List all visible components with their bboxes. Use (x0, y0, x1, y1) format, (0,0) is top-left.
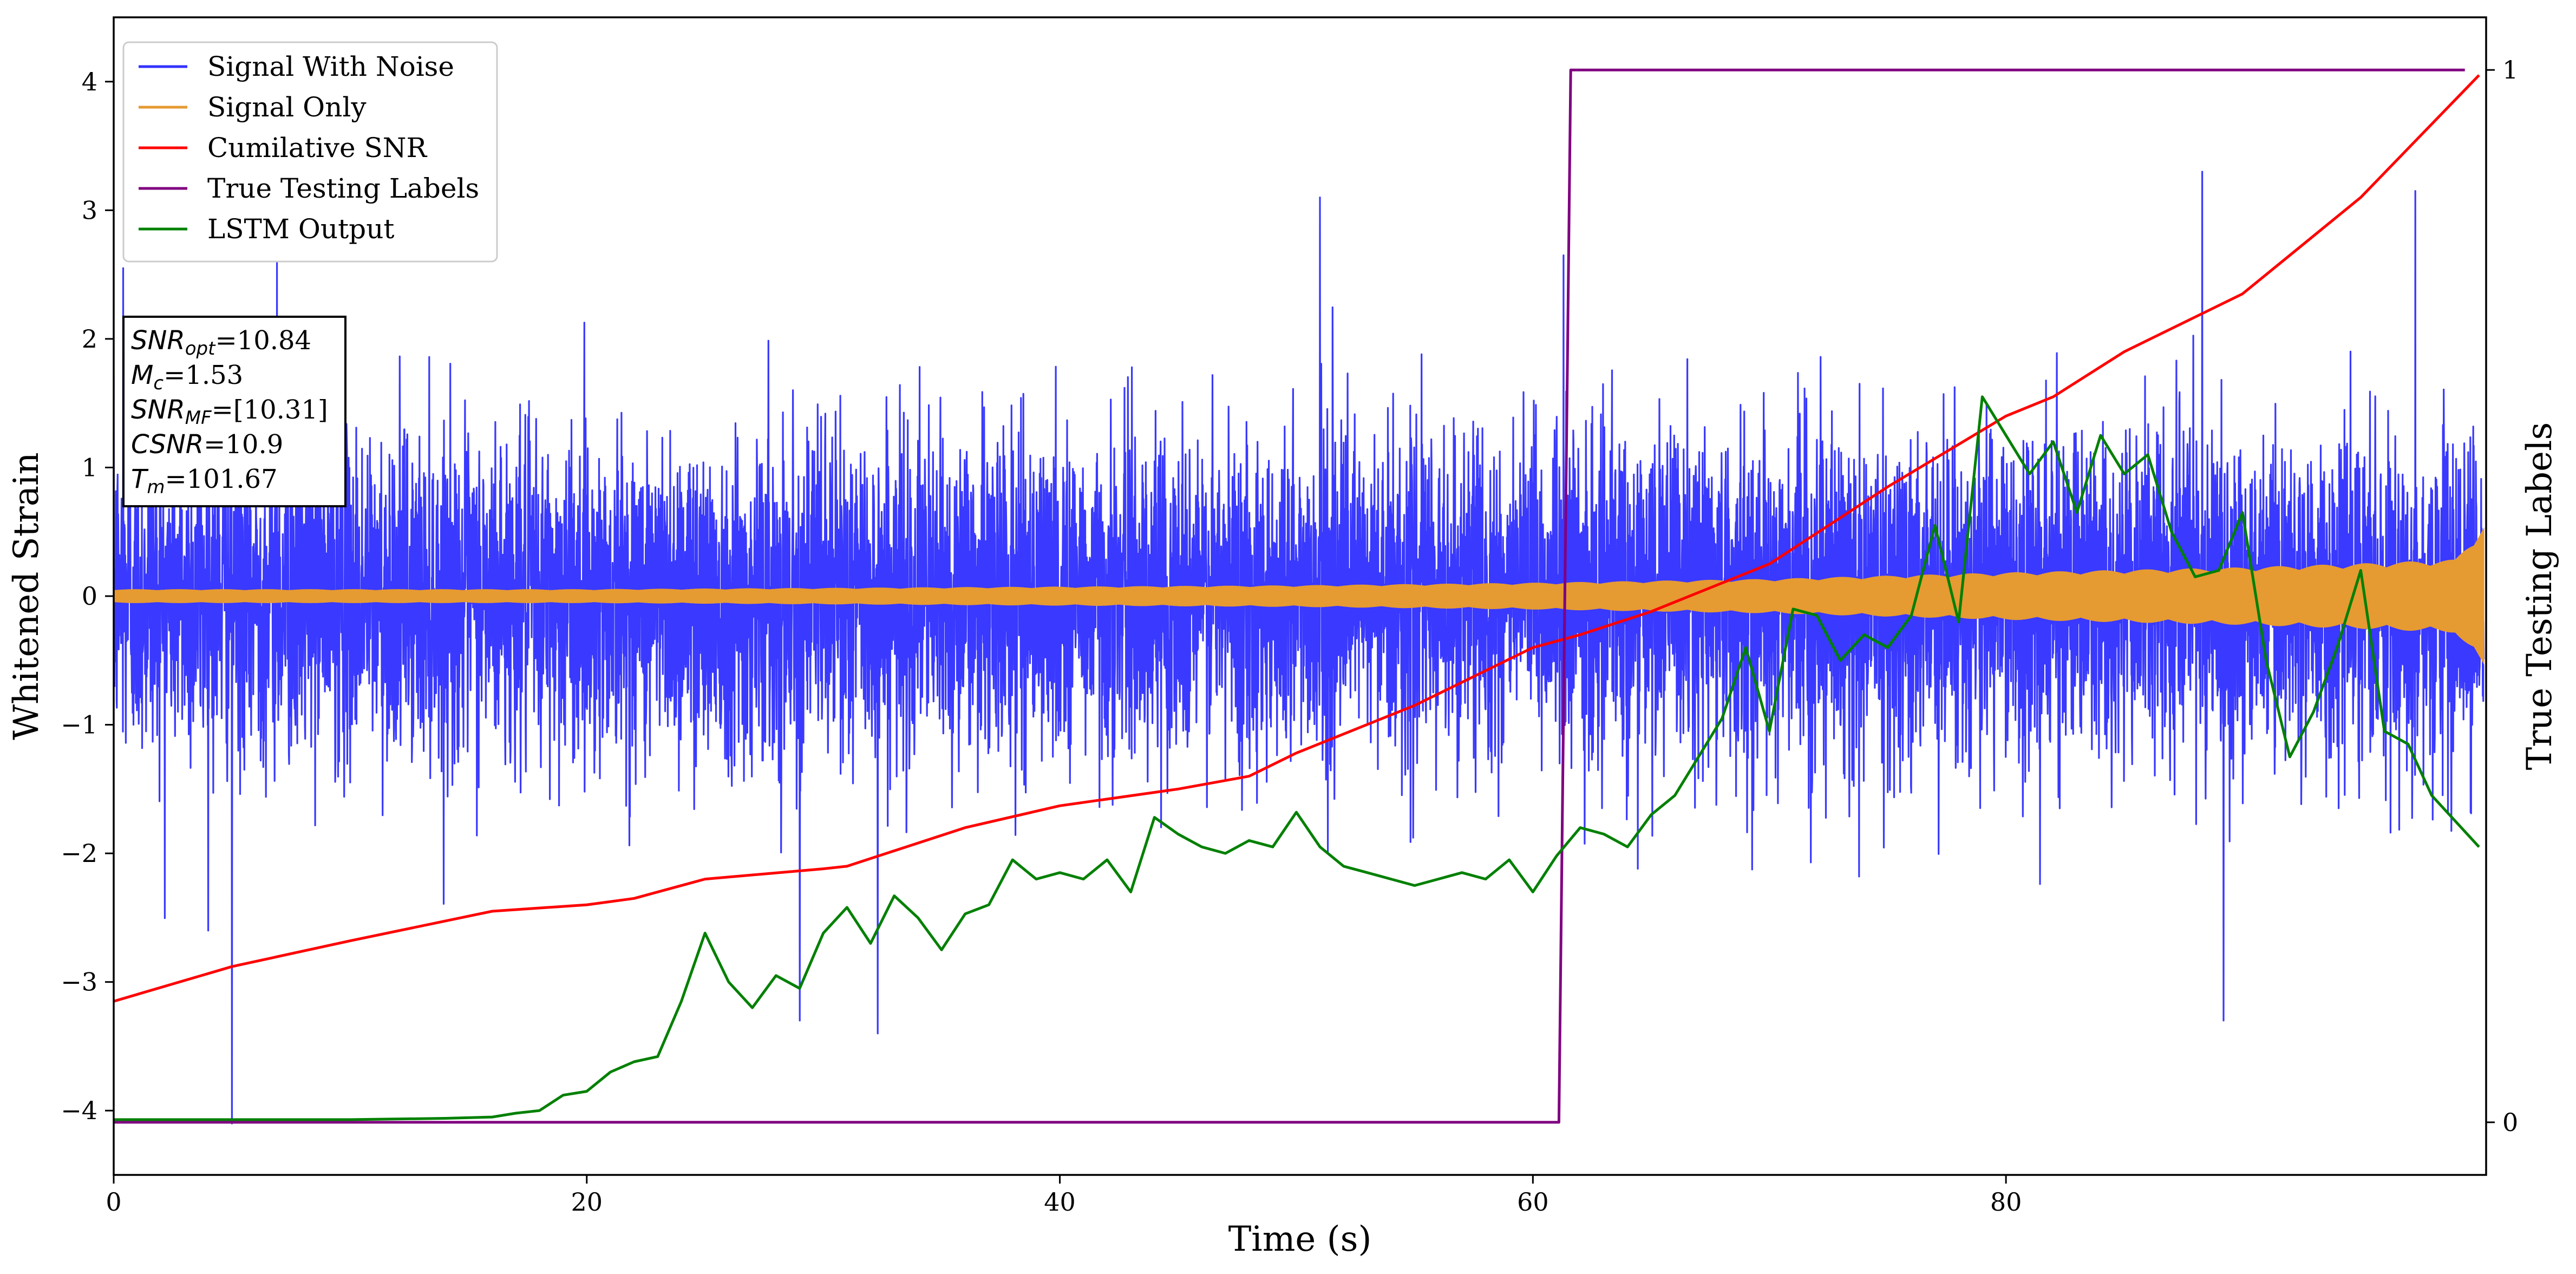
annotation-frame (122, 316, 346, 507)
series-signal-only (114, 527, 2485, 665)
y-tick-label: −3 (61, 968, 97, 997)
annotation-line: Tm=101.67 (131, 464, 278, 498)
annotation-line: SNRMF=[10.31] (131, 395, 328, 429)
x-tick-label: 20 (571, 1187, 603, 1217)
y-tick-label: 4 (82, 67, 97, 96)
y2-tick-label: 0 (2502, 1108, 2518, 1137)
y-tick-label: −1 (61, 710, 97, 740)
annotation-box: SNRopt=10.84Mc=1.53SNRMF=[10.31]CSNR=10.… (122, 316, 346, 507)
legend-label: Signal With Noise (207, 51, 454, 82)
x-axis-label: Time (s) (1228, 1219, 1372, 1259)
legend: Signal With Noise Signal Only Cumilative S… (122, 41, 498, 263)
y-tick-label: 1 (82, 453, 97, 482)
y-tick-label: 3 (82, 195, 97, 225)
series-lstm-output (114, 395, 2480, 1121)
x-tick-label: 40 (1044, 1187, 1076, 1217)
y2-tick-label: 1 (2502, 55, 2518, 84)
legend-label: Cumilative SNR (207, 132, 427, 164)
annotation-line: CSNR=10.9 (131, 429, 283, 460)
y-tick-label: 2 (82, 324, 97, 354)
y-axis-label: Whitened Strain (6, 452, 47, 740)
y-tick-label: 0 (82, 582, 97, 611)
x-tick-label: 0 (106, 1187, 121, 1217)
y-tick-label: −4 (61, 1096, 97, 1125)
series-true-testing-labels (114, 68, 2465, 1124)
y2-axis-label: True Testing Labels (2520, 422, 2560, 770)
series-cumilative-snr (114, 74, 2480, 1003)
x-tick-label: 60 (1517, 1187, 1549, 1217)
legend-label: LSTM Output (207, 213, 394, 245)
y-tick-label: −2 (61, 839, 97, 868)
legend-label: Signal Only (207, 92, 367, 123)
legend-frame (122, 41, 498, 263)
annotation-line: SNRopt=10.84 (131, 325, 311, 360)
legend-label: True Testing Labels (207, 173, 479, 204)
plot-area (114, 68, 2485, 1125)
x-tick-label: 80 (1990, 1187, 2022, 1217)
annotation-line: Mc=1.53 (131, 360, 243, 394)
